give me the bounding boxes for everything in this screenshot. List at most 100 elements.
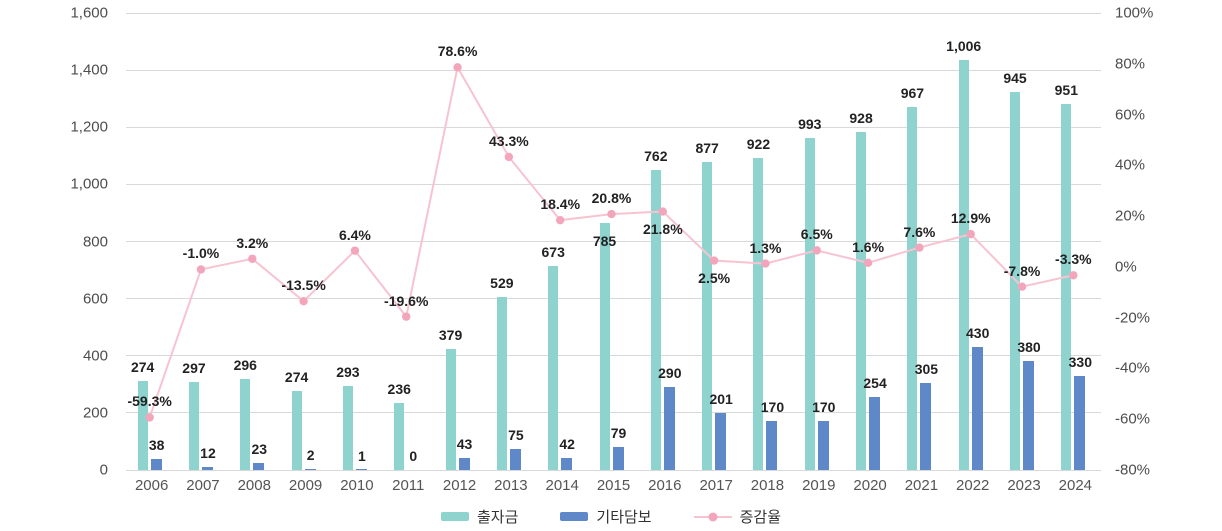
y-axis-tick-right: -40% [1115,359,1151,377]
bar-gitadambo [612,447,624,470]
y-axis-tick-right: -20% [1115,309,1151,327]
bar-value-label-chuljageum: 236 [387,380,411,397]
bar-value-label-gitadambo: 170 [760,399,785,416]
rate-point [863,258,873,268]
bar-value-label-chuljageum: 928 [849,110,873,127]
bar-value-label-gitadambo: 305 [914,360,939,377]
bar-value-label-chuljageum: 293 [336,364,360,381]
plot-area: 274 38 297 12 296 23 274 2 293 1 236 0 379 43 529 75 673… [126,12,1101,471]
x-axis-label: 2010 [340,477,374,494]
x-axis-label: 2015 [596,477,631,494]
bar-value-label-gitadambo: 1 [358,447,366,464]
rate-point [915,243,924,252]
x-axis-label: 2013 [494,477,528,494]
bar-value-label-gitadambo: 254 [863,375,887,392]
y-axis-tick-right: 100% [1115,4,1154,22]
y-axis-tick-left: 800 [82,233,108,250]
y-axis-tick-left: 200 [82,404,108,422]
rate-point [812,246,821,255]
rate-point [350,246,360,255]
rate-value-label: 18.4% [540,196,581,213]
legend-item-chuljageum: 출자금 [440,506,518,527]
bar-chuljageum [394,402,405,470]
bar-value-label-gitadambo: 330 [1068,353,1093,370]
legend-item-gitadambo: 기타담보 [560,506,652,527]
bar-chuljageum [342,386,353,470]
x-axis-label: 2006 [134,477,169,494]
bar-value-label-gitadambo: 23 [251,441,268,458]
bar-gitadambo [509,448,521,470]
rate-point [196,265,206,274]
bar-value-label-gitadambo: 430 [966,325,990,342]
bar-chuljageum [907,106,918,470]
bar-chuljageum [958,59,969,470]
x-axis-label: 2011 [392,477,425,494]
rate-point [299,296,308,306]
bar-chuljageum [856,132,867,470]
bar-value-label-chuljageum: 785 [592,233,617,250]
rate-point [402,312,411,321]
bar-value-label-gitadambo: 38 [148,437,165,454]
legend-label-jeunggamyul: 증감율 [739,509,781,526]
y-axis-tick-right: -60% [1115,410,1151,428]
bar-value-label-gitadambo: 0 [409,448,418,464]
bar-gitadambo [663,387,675,470]
gridline [126,69,1101,71]
bar-gitadambo [355,469,367,470]
bar-chuljageum [650,169,661,470]
bar-value-label-gitadambo: 79 [610,425,627,442]
rate-value-label: 2.5% [698,269,731,286]
bar-value-label-gitadambo: 43 [456,435,473,452]
rate-point [761,259,770,268]
x-axis-label: 2020 [853,477,887,494]
rate-value-label: 3.2% [236,234,269,251]
rate-point [709,256,719,265]
rate-point [453,63,462,72]
rate-value-label: 1.3% [749,239,782,256]
rate-value-label: -13.5% [281,277,326,294]
x-axis-label: 2014 [545,477,579,494]
bar-value-label-chuljageum: 274 [284,369,309,386]
bar-value-label-chuljageum: 762 [644,147,668,164]
bar-value-label-chuljageum: 993 [798,115,822,132]
bar-gitadambo [150,459,162,470]
bar-value-label-gitadambo: 2 [306,447,315,464]
bar-chuljageum [804,137,815,470]
x-axis-label: 2022 [956,477,990,494]
x-axis-label: 2009 [288,477,323,494]
x-axis-label: 2012 [442,477,477,494]
bar-gitadambo [561,458,573,470]
y-axis-tick-right: 20% [1115,207,1146,225]
rate-value-label: -3.3% [1055,251,1092,268]
x-axis-label: 2008 [237,477,271,494]
x-axis-label: 2016 [648,477,682,494]
rate-value-label: 1.6% [852,238,885,255]
rate-value-label: 6.4% [338,226,371,243]
bar-gitadambo [253,463,265,470]
legend-line-swatch-icon [693,512,732,521]
y-axis-tick-left: 1,600 [70,4,108,22]
legend-swatch-chuljageum [440,512,469,521]
bar-value-label-chuljageum: 877 [695,140,719,157]
legend: 출자금 기타담보 증감율 [0,506,1222,527]
bar-chuljageum [599,223,610,470]
bar-value-label-chuljageum: 274 [130,358,155,375]
bar-gitadambo [1074,375,1086,470]
rate-point [248,254,257,263]
bar-gitadambo [715,412,727,470]
y-axis-tick-left: 1,000 [70,175,108,193]
bar-value-label-chuljageum: 379 [438,327,463,344]
legend-label-gitadambo: 기타담보 [596,509,652,526]
bar-gitadambo [201,466,213,470]
y-axis-tick-right: -80% [1115,461,1151,479]
rate-value-label: 43.3% [489,132,529,149]
y-axis-tick-left: 400 [82,347,108,365]
rate-value-label: 12.9% [950,210,991,227]
bar-gitadambo [458,457,470,470]
rate-point [1017,282,1027,291]
bar-value-label-chuljageum: 1,006 [946,37,982,54]
y-axis-tick-right: 0% [1115,258,1137,276]
x-axis-label: 2019 [802,477,836,494]
y-axis-tick-right: 80% [1115,55,1146,73]
y-axis-tick-right: 40% [1115,156,1146,174]
